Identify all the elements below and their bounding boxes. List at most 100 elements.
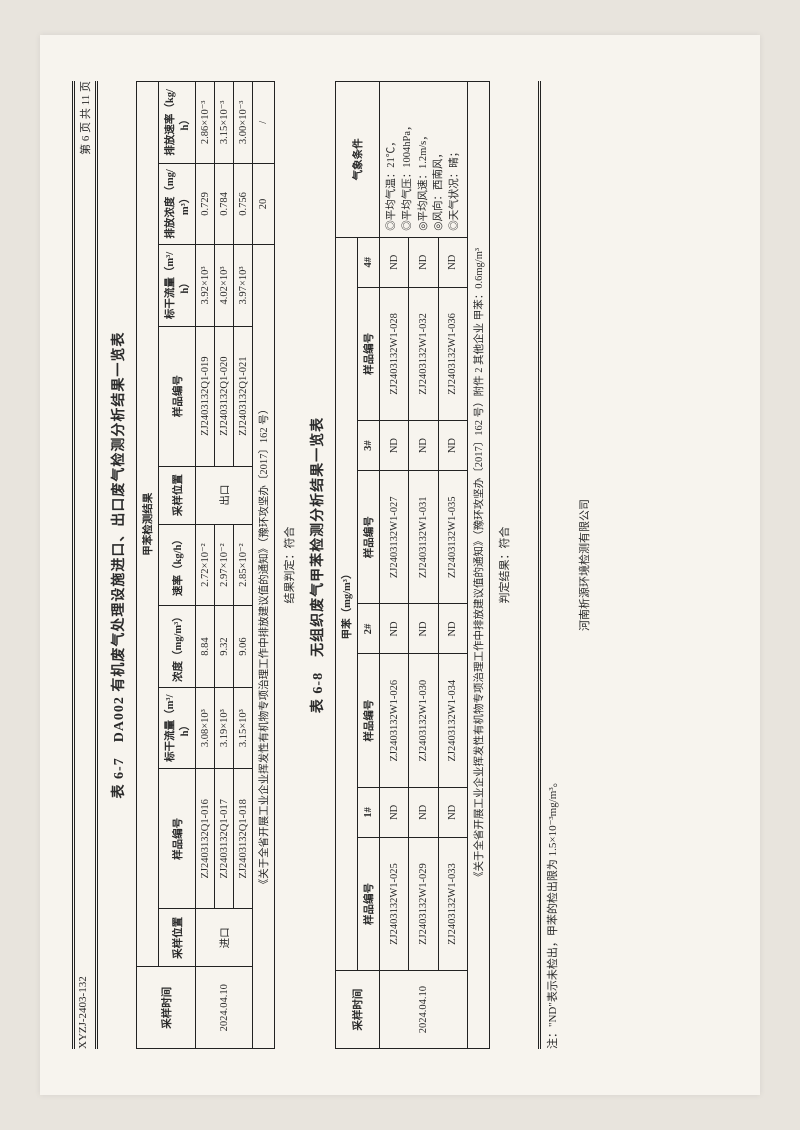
cell: ZJ2403132W1-029 [409, 837, 438, 970]
cell: ND [380, 604, 409, 654]
cell-loc-in: 进口 [196, 909, 253, 967]
cell-time: 2024.04.10 [380, 971, 468, 1049]
cell: 3.08×10³ [196, 687, 215, 769]
cell: ZJ2403132W1-028 [380, 287, 409, 420]
table-6-8-title: 表 6-8 无组织废气甲苯检测分析结果一览表 [307, 81, 327, 1049]
cell: ND [380, 421, 409, 471]
cell: 2.85×10⁻² [234, 524, 253, 606]
cell: ND [409, 604, 438, 654]
col-loc: 采样位置 [159, 466, 196, 524]
table-6-7-title: 表 6-7 DA002 有机废气处理设施进口、出口废气检测分析结果一览表 [108, 81, 128, 1049]
cell: ND [380, 787, 409, 837]
col-conc: 浓度（mg/m³） [159, 606, 196, 688]
cell: ND [409, 421, 438, 471]
cell: ZJ2403132W1-033 [438, 837, 467, 970]
table-row: 采样时间 甲苯（mg/m³） 气象条件 [336, 82, 358, 1049]
col-sample: 样品编号 [159, 326, 196, 466]
col-p1: 1# [358, 787, 380, 837]
cell: ZJ2403132W1-025 [380, 837, 409, 970]
table-row: 2024.04.10 进口 ZJ2403132Q1-016 3.08×10³ 8… [196, 82, 215, 1049]
cell: 0.729 [196, 163, 215, 245]
col-p4: 4# [358, 237, 380, 287]
cell: ZJ2403132W1-032 [409, 287, 438, 420]
cell: ZJ2403132W1-027 [380, 471, 409, 604]
table-row: ZJ2403132Q1-017 3.19×10³ 9.32 2.97×10⁻² … [215, 82, 234, 1049]
col-sample: 样品编号 [358, 287, 380, 420]
cell: ND [409, 787, 438, 837]
cell: / [253, 82, 275, 164]
cell: 9.32 [215, 606, 234, 688]
cell: ND [438, 604, 467, 654]
col-flow: 标干流量（m³/h） [159, 245, 196, 327]
cell: 2.97×10⁻² [215, 524, 234, 606]
col-flow: 标干流量（m³/h） [159, 687, 196, 769]
col-group: 甲苯（mg/m³） [336, 237, 358, 971]
cell: 2.86×10⁻³ [196, 82, 215, 164]
cell: ZJ2403132W1-031 [409, 471, 438, 604]
col-p2: 2# [358, 604, 380, 654]
cell: ZJ2403132W1-036 [438, 287, 467, 420]
cell-standard: 《关于全省开展工业企业挥发性有机物专项治理工作中排放建议值的通知》（豫环攻坚办〔… [467, 82, 489, 1049]
cell-time: 2024.04.10 [196, 967, 253, 1049]
cell: ZJ2403132Q1-019 [196, 326, 215, 466]
cell-loc-out: 出口 [196, 466, 253, 524]
cell: 9.06 [234, 606, 253, 688]
footnote: 注："ND"表示未检出，甲苯的检出限为 1.5×10⁻³mg/m³。 [538, 81, 560, 1049]
cell: 3.15×10³ [234, 687, 253, 769]
col-sample: 样品编号 [159, 769, 196, 909]
company-footer: 河南析源环境检测有限公司 [576, 81, 592, 1049]
cell: ND [409, 237, 438, 287]
cell: 4.02×10³ [215, 245, 234, 327]
cell: 2.72×10⁻² [196, 524, 215, 606]
cell: 8.84 [196, 606, 215, 688]
page-header: XYZJ-2403-132 第 6 页 共 11 页 [72, 81, 98, 1049]
cell: 3.97×10³ [234, 245, 253, 327]
cell: ZJ2403132W1-026 [380, 654, 409, 787]
cell: ZJ2403132W1-030 [409, 654, 438, 787]
col-time: 采样时间 [336, 971, 380, 1049]
col-sample: 样品编号 [358, 837, 380, 970]
cell: ZJ2403132Q1-017 [215, 769, 234, 909]
col-group: 甲苯检测结果 [137, 82, 159, 967]
col-time: 采样时间 [137, 967, 196, 1049]
col-p3: 3# [358, 421, 380, 471]
table-row: 采样时间 甲苯检测结果 [137, 82, 159, 1049]
cell-weather: ◎平均气温：21℃，◎平均气压：1004hPa，◎平均风速：1.2m/s，◎风向… [380, 82, 468, 238]
cell: 0.756 [234, 163, 253, 245]
cell: ZJ2403132W1-034 [438, 654, 467, 787]
table-row: ZJ2403132Q1-018 3.15×10³ 9.06 2.85×10⁻² … [234, 82, 253, 1049]
table-6-7: 采样时间 甲苯检测结果 采样位置 样品编号 标干流量（m³/h） 浓度（mg/m… [136, 81, 275, 1049]
cell: 3.15×10⁻³ [215, 82, 234, 164]
col-loc: 采样位置 [159, 909, 196, 967]
table-row-standard: 《关于全省开展工业企业挥发性有机物专项治理工作中排放建议值的通知》（豫环攻坚办〔… [253, 82, 275, 1049]
cell: ZJ2403132Q1-018 [234, 769, 253, 909]
cell: ZJ2403132Q1-021 [234, 326, 253, 466]
table-6-8: 采样时间 甲苯（mg/m³） 气象条件 样品编号 1# 样品编号 2# 样品编号… [335, 81, 490, 1049]
cell: 3.00×10⁻³ [234, 82, 253, 164]
cell: ZJ2403132Q1-020 [215, 326, 234, 466]
cell: ZJ2403132Q1-016 [196, 769, 215, 909]
doc-number: XYZJ-2403-132 [77, 976, 93, 1049]
col-out-conc: 排放浓度（mg/m³） [159, 163, 196, 245]
cell: 0.784 [215, 163, 234, 245]
table-6-7-verdict: 结果判定：符合 [281, 81, 297, 1049]
cell: 3.19×10³ [215, 687, 234, 769]
cell: 20 [253, 163, 275, 245]
table-row-standard: 《关于全省开展工业企业挥发性有机物专项治理工作中排放建议值的通知》（豫环攻坚办〔… [467, 82, 489, 1049]
col-out-rate: 排放速率（kg/h） [159, 82, 196, 164]
page-number: 第 6 页 共 11 页 [77, 81, 93, 155]
col-rate: 速率（kg/h） [159, 524, 196, 606]
col-sample: 样品编号 [358, 471, 380, 604]
col-sample: 样品编号 [358, 654, 380, 787]
table-row: 采样位置 样品编号 标干流量（m³/h） 浓度（mg/m³） 速率（kg/h） … [159, 82, 196, 1049]
table-6-8-verdict: 判定结果：符合 [496, 81, 512, 1049]
cell-standard: 《关于全省开展工业企业挥发性有机物专项治理工作中排放建议值的通知》（豫环攻坚办〔… [253, 245, 275, 1049]
table-row: 2024.04.10 ZJ2403132W1-025 ND ZJ2403132W… [380, 82, 409, 1049]
cell: ND [438, 237, 467, 287]
cell: ND [438, 421, 467, 471]
cell: 3.92×10³ [196, 245, 215, 327]
cell: ND [438, 787, 467, 837]
page-sheet: XYZJ-2403-132 第 6 页 共 11 页 表 6-7 DA002 有… [40, 35, 760, 1095]
col-weather: 气象条件 [336, 82, 380, 238]
cell: ZJ2403132W1-035 [438, 471, 467, 604]
